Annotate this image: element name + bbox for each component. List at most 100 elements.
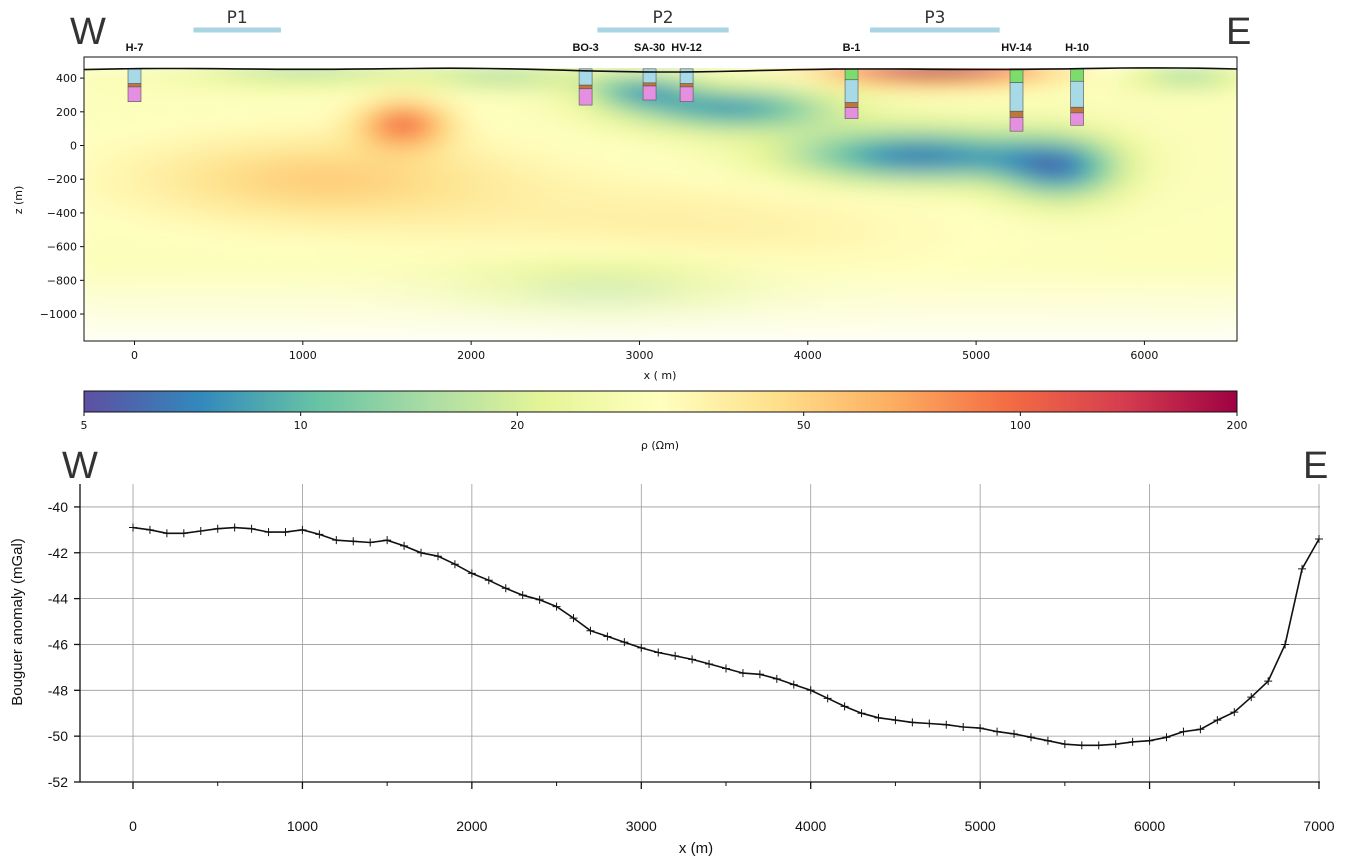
section-y-label: z (m) bbox=[12, 186, 25, 215]
profile-markers: P1 P2 P3 bbox=[193, 8, 1000, 33]
colorbar-tick-label: 10 bbox=[294, 419, 308, 432]
borehole-label: HV-14 bbox=[1001, 42, 1032, 54]
x-tick-label: 1000 bbox=[287, 818, 318, 834]
bouguer-point bbox=[467, 569, 476, 578]
borehole-layer bbox=[578, 88, 593, 106]
x-tick-label: 2000 bbox=[456, 818, 487, 834]
x-tick-label: 6000 bbox=[1130, 349, 1158, 362]
borehole-label: B-1 bbox=[843, 42, 861, 54]
bouguer-point bbox=[535, 595, 544, 604]
borehole-layer bbox=[844, 102, 859, 108]
bouguer-point bbox=[942, 720, 951, 729]
bouguer-point bbox=[722, 664, 730, 673]
bouguer-point bbox=[162, 529, 171, 538]
section-x-label: x ( m) bbox=[644, 369, 677, 382]
bouguer-point bbox=[1043, 736, 1052, 745]
borehole-layer bbox=[1009, 82, 1024, 112]
borehole-layer bbox=[127, 83, 142, 88]
borehole-log bbox=[1009, 68, 1024, 132]
borehole-label: HV-12 bbox=[671, 42, 702, 54]
borehole-log bbox=[127, 68, 142, 103]
resistivity-section: W E P1 P2 P3 H-7 BO-3 SA-30 HV-12 B-1 HV-14 H-10… bbox=[12, 8, 1251, 382]
bouguer-point bbox=[755, 670, 764, 679]
y-tick-label: -44 bbox=[48, 591, 68, 607]
bouguer-chart: W E 0 1000 2000 3000 4000 5000 6000 7000 -40 -42 -… bbox=[9, 445, 1335, 857]
x-tick-label: 3000 bbox=[625, 349, 653, 362]
y-tick-label: 200 bbox=[56, 106, 77, 119]
section-axes: 0 1000 2000 3000 4000 5000 60004002000−200−400… bbox=[40, 72, 1159, 362]
east-label-bottom: E bbox=[1303, 445, 1328, 487]
profile-label: P1 bbox=[227, 8, 248, 28]
bouguer-point bbox=[840, 702, 849, 711]
bouguer-point bbox=[145, 525, 154, 534]
bouguer-point bbox=[1077, 741, 1086, 750]
bouguer-point bbox=[1111, 740, 1120, 749]
y-tick-label: −1000 bbox=[40, 308, 77, 321]
bouguer-point bbox=[993, 727, 1002, 736]
bouguer-point bbox=[705, 659, 714, 668]
bouguer-point bbox=[891, 716, 900, 725]
borehole-layer bbox=[844, 107, 859, 119]
bouguer-point bbox=[196, 526, 205, 535]
x-tick-label: 2000 bbox=[457, 349, 485, 362]
bouguer-point bbox=[1247, 693, 1256, 702]
bouguer-point bbox=[298, 525, 307, 534]
section-frame bbox=[83, 56, 1238, 342]
borehole-layer bbox=[844, 68, 859, 81]
bouguer-point bbox=[315, 530, 324, 539]
borehole-layer bbox=[642, 82, 657, 87]
x-tick-label: 4000 bbox=[795, 818, 826, 834]
y-tick-label: -52 bbox=[48, 774, 68, 790]
bouguer-point bbox=[1128, 737, 1137, 746]
bouguer-point bbox=[857, 709, 866, 718]
bouguer-point bbox=[230, 523, 239, 532]
bouguer-point bbox=[450, 560, 459, 569]
borehole-layer bbox=[1009, 117, 1024, 132]
bouguer-point bbox=[1179, 727, 1188, 736]
bouguer-point bbox=[620, 638, 629, 647]
bouguer-y-label: Bouguer anomaly (mGal) bbox=[9, 538, 26, 706]
bouguer-markers bbox=[129, 523, 1323, 750]
bouguer-point bbox=[688, 655, 697, 664]
colorbar-tick-label: 100 bbox=[1010, 419, 1031, 432]
bouguer-point bbox=[281, 528, 290, 537]
borehole-label: BO-3 bbox=[572, 42, 598, 54]
bouguer-point bbox=[179, 529, 188, 538]
bouguer-point bbox=[789, 680, 798, 689]
borehole-layer bbox=[844, 79, 859, 103]
borehole-layer bbox=[1009, 110, 1024, 118]
bouguer-point bbox=[603, 632, 612, 641]
bouguer-point bbox=[1298, 564, 1307, 573]
x-tick-label: 0 bbox=[129, 818, 137, 834]
y-tick-label: −200 bbox=[47, 173, 77, 186]
borehole-log bbox=[844, 68, 859, 119]
bouguer-point bbox=[1026, 733, 1035, 742]
borehole-layer bbox=[578, 84, 593, 90]
bouguer-point bbox=[400, 541, 409, 550]
bouguer-point bbox=[264, 528, 273, 537]
bouguer-point bbox=[874, 713, 883, 722]
bouguer-point bbox=[213, 524, 222, 533]
borehole-label: H-7 bbox=[126, 42, 144, 54]
borehole-layer bbox=[1070, 106, 1084, 114]
x-tick-label: 4000 bbox=[794, 349, 822, 362]
y-tick-label: -42 bbox=[48, 545, 68, 561]
borehole-labels: H-7 BO-3 SA-30 HV-12 B-1 HV-14 H-10 bbox=[126, 42, 1089, 54]
borehole-log bbox=[642, 68, 657, 101]
colorbar-label: ρ (Ωm) bbox=[641, 439, 679, 452]
colorbar-tick-label: 200 bbox=[1227, 419, 1248, 432]
bouguer-axes: 0 1000 2000 3000 4000 5000 6000 7000 -40 -42 -44 -4… bbox=[48, 484, 1335, 834]
x-tick-label: 5000 bbox=[962, 349, 990, 362]
bouguer-point bbox=[806, 686, 815, 695]
borehole-layer bbox=[1070, 80, 1084, 108]
bouguer-point bbox=[1230, 708, 1239, 717]
borehole-layer bbox=[1070, 112, 1084, 126]
y-tick-label: -48 bbox=[48, 682, 68, 698]
borehole-label: SA-30 bbox=[634, 42, 665, 54]
bouguer-point bbox=[366, 538, 375, 547]
west-label-bottom: W bbox=[62, 445, 98, 487]
y-tick-label: -50 bbox=[48, 728, 68, 744]
bouguer-point bbox=[959, 722, 968, 731]
borehole-log bbox=[679, 68, 694, 103]
bouguer-point bbox=[671, 651, 680, 660]
